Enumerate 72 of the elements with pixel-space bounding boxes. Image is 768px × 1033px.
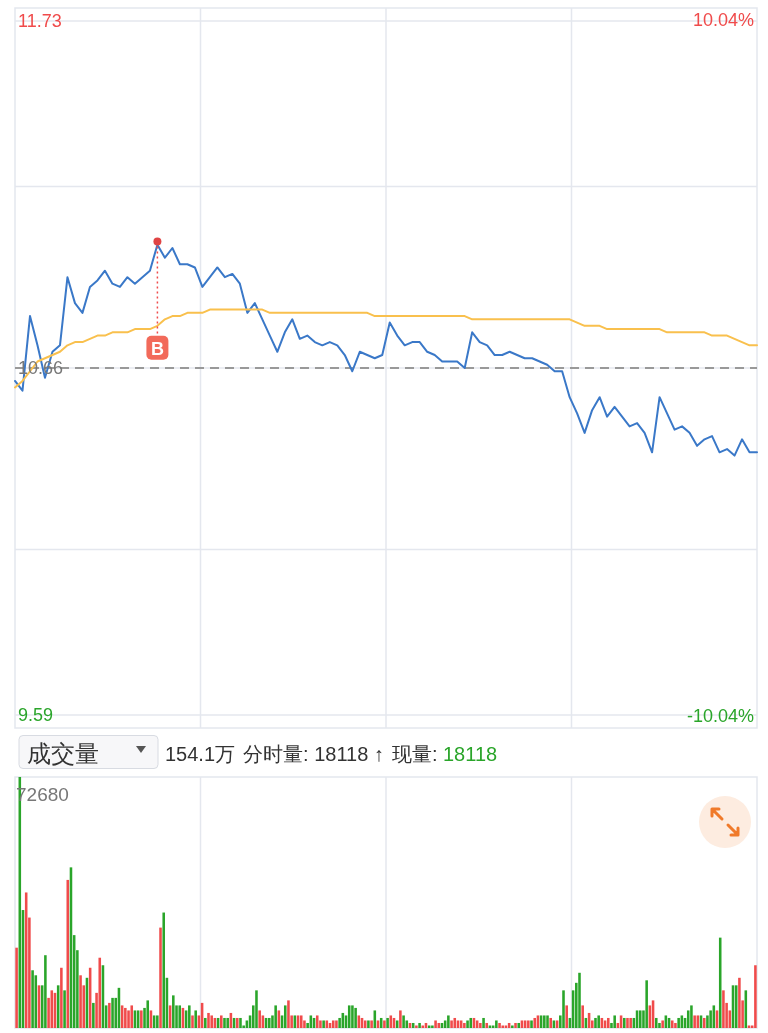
text: 成交量: [27, 739, 99, 767]
bar: [677, 1017, 680, 1028]
y-tick-label: 9.59: [18, 705, 54, 726]
bar: [399, 1010, 402, 1028]
bar: [146, 1000, 150, 1028]
bar: [488, 1025, 492, 1028]
bar: [479, 1022, 482, 1028]
bar: [754, 965, 757, 1028]
bar: [108, 1002, 111, 1028]
bar: [210, 1015, 213, 1028]
bar: [354, 1007, 357, 1028]
bar: [581, 1005, 584, 1028]
bar: [283, 1005, 287, 1028]
bar: [63, 990, 66, 1028]
text: 154.1万: [165, 742, 236, 765]
bar: [562, 990, 565, 1028]
bar: [722, 990, 725, 1028]
bar: [258, 1010, 261, 1028]
bar: [79, 975, 82, 1028]
bar: [287, 1000, 290, 1028]
bar: [92, 1002, 95, 1028]
bar: [124, 1007, 127, 1028]
bar: [654, 1017, 658, 1028]
bar: [431, 1025, 434, 1028]
bar: [274, 1005, 277, 1028]
y2-tick-label: -10.04%: [686, 705, 754, 726]
bar: [156, 1015, 159, 1028]
bar: [194, 1010, 197, 1028]
bar: [15, 947, 18, 1028]
bar: [607, 1017, 610, 1028]
bar: [738, 977, 741, 1028]
bar: [172, 995, 175, 1028]
bar: [501, 1025, 505, 1028]
bar: [597, 1015, 600, 1028]
bar: [693, 1015, 696, 1028]
bar: [60, 967, 63, 1028]
bar: [402, 1015, 405, 1028]
bar: [44, 955, 47, 1028]
bar: [434, 1020, 437, 1028]
bar: [255, 990, 258, 1028]
bar: [66, 879, 70, 1028]
bar: [159, 927, 162, 1028]
bar: [482, 1017, 485, 1028]
line-series: [14, 308, 758, 389]
bar: [204, 1017, 207, 1028]
bar: [645, 980, 648, 1028]
bar: [351, 1005, 354, 1028]
annotation: B: [150, 338, 164, 359]
bar: [178, 1005, 181, 1028]
bar: [98, 957, 102, 1028]
bar: [450, 1020, 453, 1028]
bar: [130, 1005, 134, 1028]
bar: [578, 972, 581, 1028]
y-tick-label: 11.73: [18, 10, 62, 31]
bar: [690, 1005, 693, 1028]
text: 分时量: 18118 ↑: [243, 742, 384, 765]
bar: [629, 1017, 632, 1028]
bar: [565, 1005, 568, 1028]
bar: [543, 1015, 546, 1028]
y2-tick-label: 10.04%: [692, 10, 754, 31]
bar: [226, 1017, 229, 1028]
bar: [191, 1015, 194, 1028]
bar: [613, 1015, 616, 1028]
bar: [111, 997, 114, 1028]
bar: [447, 1015, 450, 1028]
bar: [188, 1005, 191, 1028]
text: 现量: 18118: [391, 742, 498, 765]
bar: [207, 1012, 210, 1028]
bar: [674, 1022, 677, 1028]
bar: [747, 1025, 751, 1028]
bar: [31, 970, 34, 1028]
bar: [162, 912, 165, 1028]
